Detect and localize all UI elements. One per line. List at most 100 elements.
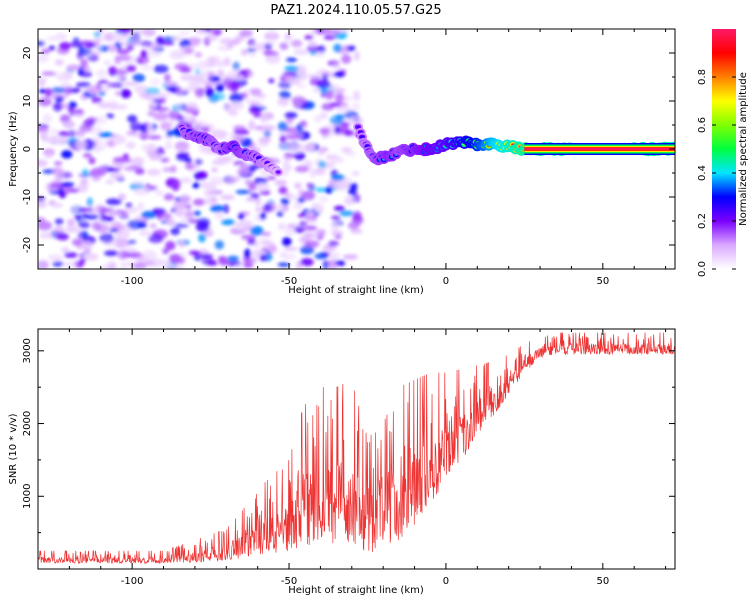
heatmap-cell	[309, 50, 318, 56]
heatmap-cell	[339, 210, 354, 217]
heatmap-cell	[335, 104, 352, 113]
heatmap-cell	[278, 90, 291, 99]
heatmap-cell	[308, 40, 317, 47]
heatmap-cell	[107, 100, 119, 111]
heatmap-cell	[263, 129, 272, 138]
heatmap-cell	[139, 40, 153, 47]
heatmap-cell	[81, 231, 89, 240]
heatmap-cell	[247, 71, 254, 78]
heatmap-cell	[112, 32, 124, 42]
heatmap-cell	[306, 182, 313, 189]
heatmap-cell	[244, 248, 251, 258]
heatmap-cell	[184, 162, 195, 170]
heatmap-cell	[147, 123, 154, 133]
heatmap-cell	[112, 81, 124, 89]
heatmap-cell	[57, 131, 69, 137]
heatmap-cell	[114, 55, 121, 65]
heatmap-cell	[113, 156, 130, 163]
heatmap-cell	[195, 158, 203, 166]
heatmap-cell	[173, 222, 189, 229]
heatmap-cell	[188, 250, 202, 256]
chart-title: PAZ1.2024.110.05.57.G25	[270, 3, 441, 18]
snr-series-line	[38, 332, 675, 565]
heatmap-cell	[312, 87, 321, 93]
heatmap-cell	[292, 201, 303, 210]
heatmap-cell	[524, 148, 675, 150]
heatmap-cell	[41, 137, 57, 143]
heatmap-cell	[216, 69, 225, 77]
heatmap-cell	[160, 122, 172, 131]
heatmap-cell	[162, 212, 172, 220]
heatmap-cell	[190, 75, 206, 82]
heatmap-cell	[171, 35, 183, 42]
heatmap-cell	[351, 171, 360, 176]
heatmap-cell	[235, 189, 252, 194]
heatmap-cell	[199, 179, 208, 188]
y-tick-label: 2000	[22, 411, 33, 436]
heatmap-cell	[178, 30, 191, 35]
heatmap-cell	[38, 260, 49, 269]
heatmap-cell	[215, 60, 226, 67]
heatmap-cell	[319, 111, 328, 119]
snr-frame	[37, 328, 676, 570]
heatmap-cell	[99, 233, 115, 243]
heatmap-cell	[51, 167, 64, 176]
heatmap-cell	[258, 142, 269, 147]
heatmap-cell	[80, 258, 87, 263]
colorbar-gradient	[712, 29, 736, 269]
heatmap-cell	[303, 225, 318, 231]
heatmap-cell	[324, 186, 333, 195]
heatmap-cell	[284, 135, 299, 140]
heatmap-cell	[174, 209, 186, 217]
heatmap-cell	[222, 78, 235, 87]
heatmap-cell	[222, 204, 230, 214]
heatmap-cell	[277, 203, 285, 212]
heatmap-cell	[313, 167, 326, 176]
heatmap-cell	[294, 182, 302, 189]
heatmap-cell	[64, 252, 78, 258]
heatmap-cell	[265, 55, 281, 64]
heatmap-cell	[38, 76, 47, 87]
heatmap-cell	[94, 37, 105, 43]
heatmap-cell	[90, 167, 107, 177]
heatmap-cell	[206, 56, 221, 62]
heatmap-cell	[165, 85, 181, 93]
heatmap-cell	[61, 122, 75, 127]
heatmap-cell	[75, 82, 91, 88]
heatmap-cell	[220, 194, 235, 201]
heatmap-cell	[334, 93, 345, 103]
heatmap-cell	[54, 218, 64, 226]
heatmap-cell	[49, 128, 59, 134]
heatmap-cell	[107, 211, 124, 216]
spectrogram-ridge	[177, 122, 675, 177]
heatmap-cell	[254, 197, 262, 206]
x-tick-label: 0	[443, 276, 449, 287]
heatmap-cell	[282, 71, 298, 76]
heatmap-cell	[58, 190, 66, 199]
heatmap-cell	[39, 232, 53, 239]
heatmap-cell	[176, 153, 189, 162]
heatmap-cell	[38, 127, 49, 132]
heatmap-cell	[160, 157, 170, 163]
heatmap-cell	[211, 159, 225, 166]
heatmap-cell	[91, 96, 103, 104]
heatmap-cell	[302, 231, 313, 242]
heatmap-cell	[329, 115, 344, 126]
heatmap-cell	[199, 148, 215, 154]
heatmap-cell	[125, 141, 136, 150]
heatmap-cell	[162, 92, 172, 97]
heatmap-cell	[259, 212, 267, 220]
heatmap-cell	[290, 39, 303, 48]
heatmap-cell	[53, 161, 63, 166]
heatmap-cell	[119, 266, 128, 269]
heatmap-cell	[77, 207, 93, 213]
heatmap-cell	[187, 218, 199, 224]
heatmap-cell	[250, 88, 262, 97]
heatmap-cell	[284, 39, 293, 44]
heatmap-cell	[198, 233, 206, 243]
heatmap-cell	[164, 73, 171, 83]
heatmap-cell	[127, 219, 144, 230]
heatmap-cell	[268, 244, 278, 254]
spectrogram-heatmap	[38, 29, 675, 269]
